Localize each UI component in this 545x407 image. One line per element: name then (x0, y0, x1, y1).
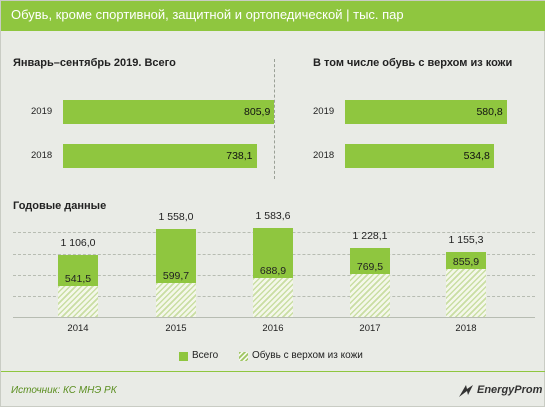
x-tick-label: 2015 (165, 323, 187, 334)
bar-total-label: 1 155,3 (448, 233, 484, 246)
footer-divider (1, 371, 545, 372)
bar-total-label: 1 106,0 (60, 236, 96, 249)
bar-value-label: 534,8 (463, 150, 490, 162)
bar-value-label: 738,1 (226, 150, 253, 162)
bar-leather (446, 268, 486, 317)
bar-total-label: 1 558,0 (158, 211, 194, 224)
logo-text: EnergyProm (477, 384, 543, 396)
x-tick-label: 2014 (67, 323, 89, 334)
x-tick-label: 2017 (359, 323, 381, 334)
bar-total-label: 1 583,6 (255, 209, 291, 222)
bar-leather-label: 855,9 (452, 255, 480, 268)
bar-leather-label: 541,5 (64, 273, 92, 286)
panel-divider (274, 59, 275, 179)
legend-label-leather: Обувь с верхом из кожи (252, 350, 363, 361)
bar (63, 100, 275, 124)
legend-swatch-leather (239, 352, 248, 361)
panel-total-title: Январь–сентябрь 2019. Всего (13, 57, 176, 69)
bar-leather (156, 283, 196, 317)
x-tick-label: 2016 (262, 323, 284, 334)
y-tick-label: 2019 (31, 106, 53, 117)
bar (63, 144, 257, 168)
title-bar: Обувь, кроме спортивной, защитной и орто… (1, 1, 545, 31)
bar-value-label: 805,9 (244, 106, 271, 118)
legend-label-total: Всего (192, 350, 219, 361)
bar-leather (253, 278, 293, 317)
energyprom-logo: EnergyProm (457, 383, 542, 399)
bar-total-label: 1 228,1 (352, 229, 388, 242)
y-tick-label: 2019 (313, 106, 335, 117)
y-tick-label: 2018 (313, 150, 335, 161)
title-text: Обувь, кроме спортивной, защитной и орто… (11, 7, 343, 22)
source-note: Источник: КС МНЭ РК (11, 385, 117, 396)
bar-leather (58, 286, 98, 317)
bar-leather-label: 599,7 (162, 270, 190, 283)
bar-leather (350, 273, 390, 317)
x-tick-label: 2018 (455, 323, 477, 334)
panel-annual-title: Годовые данные (13, 200, 107, 212)
panel-leather-title: В том числе обувь с верхом из кожи (313, 57, 513, 69)
bar-value-label: 580,8 (476, 106, 503, 118)
baseline (13, 317, 535, 318)
bar-leather-label: 688,9 (259, 265, 287, 278)
legend: Всего Обувь с верхом из кожи (1, 350, 545, 364)
bar-leather-label: 769,5 (356, 260, 384, 273)
bar (345, 144, 494, 168)
legend-swatch-total (179, 352, 188, 361)
title-separator: | (346, 7, 350, 22)
y-tick-label: 2018 (31, 150, 53, 161)
unit-label: тыс. пар (353, 7, 404, 22)
chart-title: Обувь, кроме спортивной, защитной и орто… (11, 7, 404, 22)
bar (345, 100, 507, 124)
logo-mark-icon (459, 385, 473, 397)
